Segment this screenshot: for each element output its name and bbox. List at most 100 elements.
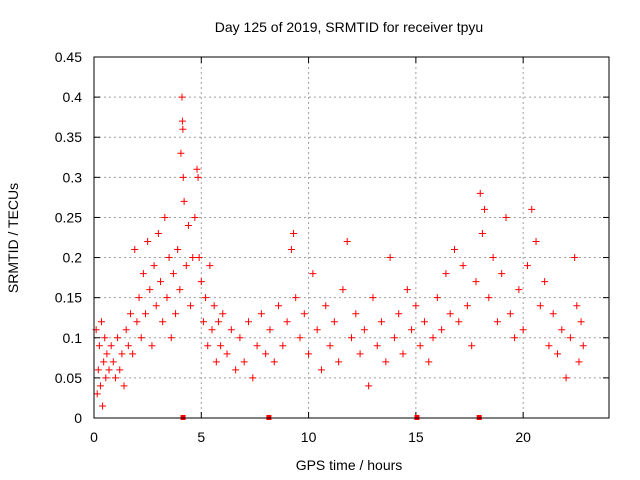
data-point [511,334,519,342]
data-point [120,382,128,390]
data-point [182,262,190,270]
data-point [177,149,185,157]
data-point [481,205,489,213]
data-point [139,270,147,278]
data-point [296,334,304,342]
data-point [180,197,188,205]
data-point [446,310,454,318]
data-point [523,262,531,270]
data-point [178,117,186,125]
data-point [519,326,527,334]
data-point [478,229,486,237]
data-point [382,358,390,366]
data-point [573,302,581,310]
data-point [98,318,106,326]
data-point [365,382,373,390]
data-point [118,350,126,358]
data-point [202,294,210,302]
data-point [184,221,192,229]
data-point [178,93,186,101]
data-point [408,326,416,334]
data-point [309,270,317,278]
y-tick-labels: 0 0.05 0.1 0.15 0.2 0.25 0.3 0.35 0.4 0.45 [55,49,82,426]
data-point [343,238,351,246]
data-point [283,318,291,326]
data-point [95,342,103,350]
data-point [116,366,124,374]
data-point [142,310,149,318]
data-point [100,358,108,366]
data-point [373,342,381,350]
data-point [194,173,202,181]
data-point [146,286,154,294]
y-tick-label: 0.45 [55,49,82,65]
data-point [326,342,334,350]
data-point [468,342,476,350]
data-point [94,366,102,374]
data-point [292,294,300,302]
data-point [575,358,583,366]
data-point [502,213,510,221]
data-point [96,382,104,390]
data-point [191,213,199,221]
data-point [322,302,330,310]
data-point [163,294,171,302]
data-point [109,358,117,366]
data-point [101,334,109,342]
data-point [212,358,220,366]
data-point [416,342,424,350]
data-point [412,302,420,310]
y-tick-label: 0.15 [55,290,82,306]
data-point [493,318,501,326]
data-point [137,334,145,342]
data-point [403,286,411,294]
data-point [300,310,308,318]
data-point [206,262,214,270]
y-tick-label: 0.4 [63,89,83,105]
data-point [210,302,218,310]
data-point [438,326,446,334]
data-point [335,358,343,366]
data-point [472,278,480,286]
data-point [167,334,175,342]
data-point [176,286,184,294]
x-tick-label: 0 [90,429,98,445]
data-point [131,246,139,254]
data-point [179,125,187,133]
data-point [433,294,441,302]
data-point [236,334,244,342]
data-point [148,342,156,350]
data-point [577,318,585,326]
data-point [506,310,514,318]
data-point [111,374,119,382]
data-point [270,358,278,366]
data-point [133,318,141,326]
data-point [420,318,428,326]
chart-title: Day 125 of 2019, SRMTID for receiver tpy… [215,19,483,35]
data-point [152,302,160,310]
y-tick-label: 0.2 [63,250,83,266]
data-point [579,342,587,350]
data-point [489,254,497,262]
data-point [169,270,177,278]
x-tick-label: 10 [301,429,317,445]
y-tick-label: 0.35 [55,129,82,145]
data-point [204,342,212,350]
data-point [571,254,579,262]
tick-layer [93,56,609,419]
data-point [219,310,227,318]
y-tick-label: 0.05 [55,370,82,386]
data-point [217,342,225,350]
points-layer [92,93,587,410]
data-point [122,326,130,334]
data-point [290,229,298,237]
data-point [541,278,549,286]
data-point [463,302,471,310]
y-tick-label: 0 [74,410,82,426]
data-point [399,350,407,358]
y-tick-label: 0.1 [63,330,83,346]
data-point [455,318,463,326]
data-point [498,270,506,278]
data-point [352,310,360,318]
data-point [545,342,553,350]
